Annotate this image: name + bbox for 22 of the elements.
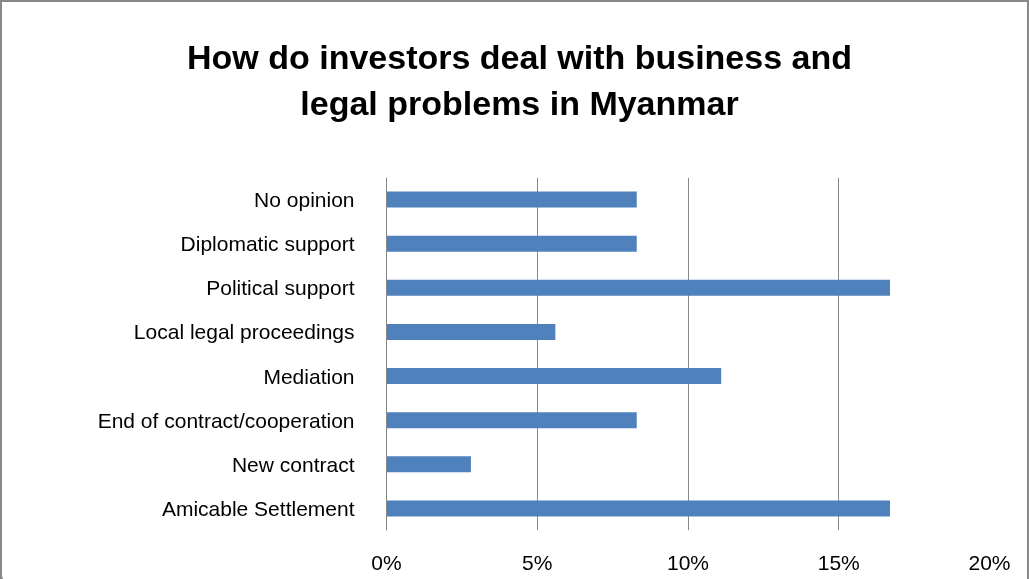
y-tick-label: No opinion: [254, 188, 355, 212]
bar: [386, 191, 637, 208]
y-tick-label: Local legal proceedings: [133, 320, 355, 344]
y-tick-label: Mediation: [263, 364, 355, 388]
bar: [386, 279, 891, 296]
x-tick-label: 20%: [968, 550, 1011, 574]
x-tick-label: 15%: [817, 550, 860, 574]
y-tick-label: Diplomatic support: [180, 232, 355, 256]
bar: [386, 500, 891, 517]
bar: [386, 323, 556, 340]
y-tick-label: End of contract/cooperation: [97, 408, 355, 432]
x-tick-label: 5%: [522, 550, 553, 574]
x-tick-label: 10%: [666, 550, 710, 574]
y-tick-label: Political support: [206, 276, 355, 300]
bar: [386, 368, 722, 385]
bar: [386, 412, 637, 429]
x-tick-label: 0%: [371, 550, 402, 574]
y-tick-label: New contract: [231, 452, 355, 476]
chart-title: How do investors deal with business and legal problems in Myanmar: [186, 37, 853, 124]
bar: [386, 235, 637, 252]
bar: [386, 456, 471, 473]
y-tick-label: Amicable Settlement: [161, 496, 355, 520]
